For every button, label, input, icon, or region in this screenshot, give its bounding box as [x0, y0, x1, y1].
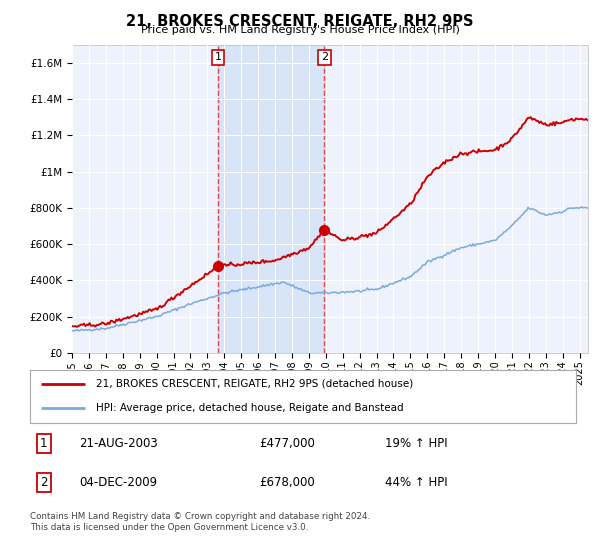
Text: 1: 1: [215, 53, 221, 63]
Text: 2: 2: [40, 476, 47, 489]
Text: 1: 1: [40, 437, 47, 450]
Text: Contains HM Land Registry data © Crown copyright and database right 2024.
This d: Contains HM Land Registry data © Crown c…: [30, 512, 370, 532]
Text: 21-AUG-2003: 21-AUG-2003: [79, 437, 158, 450]
Text: 21, BROKES CRESCENT, REIGATE, RH2 9PS (detached house): 21, BROKES CRESCENT, REIGATE, RH2 9PS (d…: [95, 379, 413, 389]
Text: £477,000: £477,000: [259, 437, 315, 450]
Text: 44% ↑ HPI: 44% ↑ HPI: [385, 476, 448, 489]
Text: 19% ↑ HPI: 19% ↑ HPI: [385, 437, 448, 450]
Text: HPI: Average price, detached house, Reigate and Banstead: HPI: Average price, detached house, Reig…: [95, 403, 403, 413]
Text: Price paid vs. HM Land Registry's House Price Index (HPI): Price paid vs. HM Land Registry's House …: [140, 25, 460, 35]
Bar: [218, 45, 325, 353]
Text: £678,000: £678,000: [259, 476, 315, 489]
Text: 04-DEC-2009: 04-DEC-2009: [79, 476, 157, 489]
Text: 21, BROKES CRESCENT, REIGATE, RH2 9PS: 21, BROKES CRESCENT, REIGATE, RH2 9PS: [126, 14, 474, 29]
Text: 2: 2: [321, 53, 328, 63]
